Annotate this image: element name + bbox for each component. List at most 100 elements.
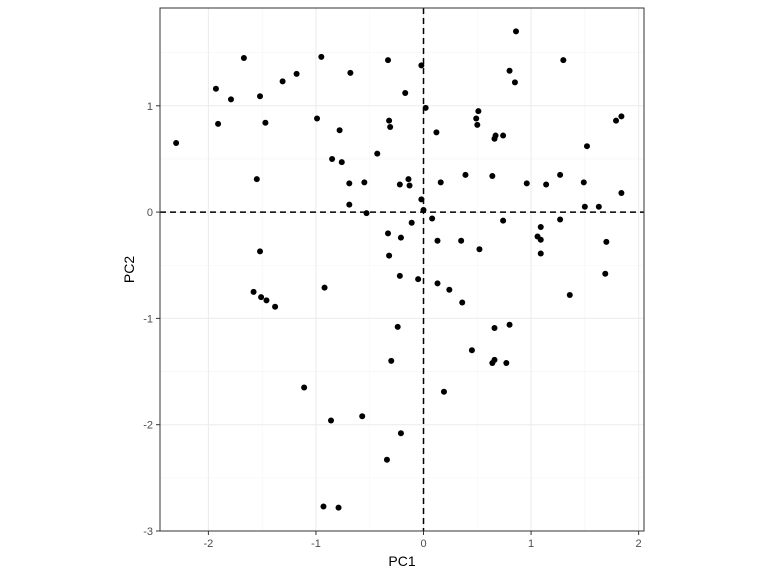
data-point <box>257 93 264 100</box>
data-point <box>434 237 441 244</box>
data-point <box>397 430 404 437</box>
x-tick-label: -2 <box>204 538 214 550</box>
data-point <box>250 288 257 295</box>
x-tick-label: -1 <box>311 538 321 550</box>
reference-lines <box>160 8 644 531</box>
data-point <box>595 203 602 210</box>
data-point <box>173 140 180 147</box>
y-tick-label: -2 <box>143 420 153 432</box>
data-point <box>537 223 544 230</box>
data-point <box>523 180 530 187</box>
data-point <box>422 104 429 111</box>
data-point <box>491 324 498 331</box>
data-point <box>500 217 507 224</box>
data-point <box>320 503 327 510</box>
data-point <box>474 121 481 128</box>
x-tick-label: 0 <box>420 538 426 550</box>
data-point <box>359 413 366 420</box>
data-point <box>543 181 550 188</box>
x-tick-label: 2 <box>636 538 642 550</box>
data-point <box>329 155 336 162</box>
data-point <box>560 57 567 64</box>
data-point <box>335 504 342 511</box>
data-point <box>581 203 588 210</box>
data-point <box>618 113 625 120</box>
data-point <box>385 57 392 64</box>
y-tick-label: 0 <box>147 207 153 219</box>
data-point <box>388 357 395 364</box>
panel-border <box>159 7 645 532</box>
panel-background <box>160 8 644 531</box>
x-tick-label: 1 <box>528 538 534 550</box>
data-point <box>338 159 345 166</box>
data-point <box>557 216 564 223</box>
data-point <box>385 230 392 237</box>
data-point <box>386 252 393 259</box>
plot-panel <box>160 8 644 531</box>
data-point <box>475 108 482 115</box>
data-point <box>603 238 610 245</box>
data-point <box>279 78 286 85</box>
x-axis-ticks: -2 -1 0 1 2 <box>204 531 642 550</box>
data-point <box>347 69 354 76</box>
data-point <box>406 182 413 189</box>
data-point <box>434 280 441 287</box>
data-point <box>257 248 264 255</box>
data-point <box>489 172 496 179</box>
data-point <box>336 127 343 134</box>
x-axis-title: PC1 <box>388 553 415 569</box>
data-point <box>513 28 520 35</box>
data-point <box>396 181 403 188</box>
data-point <box>321 284 328 291</box>
data-point <box>383 456 390 463</box>
data-point <box>314 115 321 122</box>
data-point <box>557 171 564 178</box>
data-point <box>613 117 620 124</box>
data-point <box>511 79 518 86</box>
data-point <box>440 388 447 395</box>
data-point <box>253 176 260 183</box>
data-point <box>363 210 370 217</box>
data-point <box>212 85 219 92</box>
data-point <box>580 179 587 186</box>
data-point <box>462 171 469 178</box>
data-point <box>405 176 412 183</box>
data-point <box>566 292 573 299</box>
data-point <box>240 54 247 61</box>
data-point <box>387 124 394 131</box>
data-point <box>318 53 325 60</box>
panel-frame <box>159 7 645 532</box>
data-point <box>386 117 393 124</box>
y-axis-ticks: -3 -2 -1 0 1 <box>143 101 160 538</box>
data-point <box>272 303 279 310</box>
minor-gridlines <box>160 8 644 531</box>
data-point <box>458 237 465 244</box>
data-point <box>506 67 513 74</box>
data-point <box>473 115 480 122</box>
data-point <box>459 299 466 306</box>
data-point <box>418 196 425 203</box>
data-point <box>394 323 401 330</box>
data-point <box>476 246 483 253</box>
data-point <box>491 135 498 142</box>
data-point <box>437 179 444 186</box>
data-point <box>396 272 403 279</box>
data-point <box>506 321 513 328</box>
data-point <box>346 180 353 187</box>
data-point <box>262 119 269 126</box>
data-point <box>489 360 496 367</box>
data-point <box>618 189 625 196</box>
data-point <box>258 294 265 301</box>
data-point <box>346 201 353 208</box>
data-point <box>293 70 300 77</box>
data-point <box>537 250 544 257</box>
data-point <box>503 360 510 367</box>
data-point <box>602 270 609 277</box>
data-point <box>468 347 475 354</box>
data-point <box>415 276 422 283</box>
data-points <box>173 28 625 511</box>
data-point <box>328 417 335 424</box>
data-point <box>429 215 436 222</box>
data-point <box>402 90 409 97</box>
